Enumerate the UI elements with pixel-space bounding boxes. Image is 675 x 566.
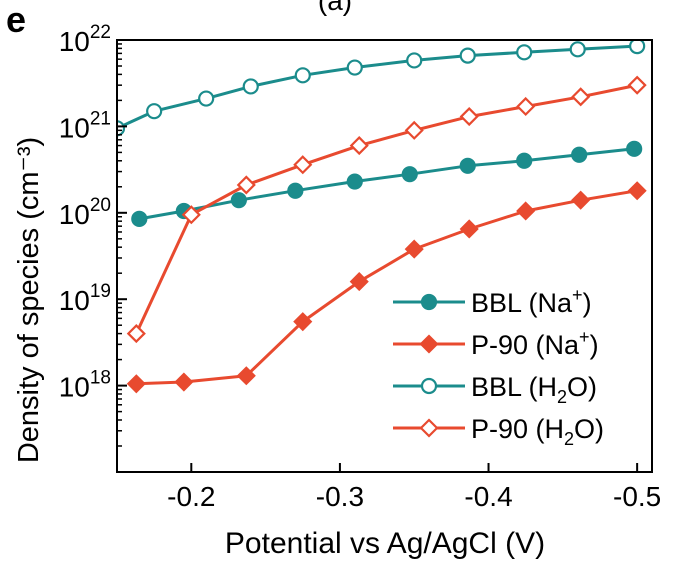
data-point-2-8	[516, 44, 533, 61]
data-point-2-9	[569, 41, 586, 58]
data-point-2-4	[294, 67, 311, 84]
y-tick-exponent-4: 22	[90, 22, 111, 43]
data-point-0-9	[626, 140, 643, 157]
data-point-0-8	[571, 146, 588, 163]
legend-entry-2: BBL (H2O)	[393, 372, 597, 407]
legend-marker-1	[419, 334, 439, 354]
y-tick-label-1: 1019	[59, 281, 111, 316]
legend: BBL (Na+) P-90 (Na+) BBL (H2O) P-90 (H2O)	[393, 285, 604, 449]
data-point-1-9	[627, 181, 647, 201]
data-point-2-6	[406, 52, 423, 69]
data-point-1-0	[126, 374, 146, 394]
series-2	[117, 40, 646, 137]
x-axis-ticks: -0.2 -0.3 -0.4 -0.5	[167, 463, 661, 512]
legend-label-2: BBL (H2O)	[471, 372, 597, 407]
y-tick-exponent-1: 19	[90, 281, 111, 302]
data-point-1-2	[236, 366, 256, 386]
data-point-3-1	[181, 205, 201, 225]
data-point-0-3	[287, 182, 304, 199]
x-tick-label-1: -0.3	[316, 481, 364, 512]
x-tick-label-0: -0.2	[167, 481, 215, 512]
data-point-3-2	[236, 175, 256, 195]
data-point-3-7	[516, 96, 536, 117]
legend-entry-3: P-90 (H2O)	[393, 414, 604, 449]
legend-marker-0	[420, 293, 438, 311]
series-line-1	[136, 189, 638, 386]
legend-label-1: P-90 (Na+)	[471, 327, 599, 360]
plot-area	[117, 40, 647, 394]
data-point-1-7	[516, 201, 536, 221]
y-tick-exponent-0: 18	[90, 368, 111, 389]
y-tick-label-2: 1020	[59, 195, 111, 230]
data-point-1-4	[349, 272, 369, 292]
data-point-3-9	[627, 75, 647, 95]
data-point-0-6	[459, 157, 476, 174]
data-point-0-7	[516, 152, 533, 169]
legend-entry-1: P-90 (Na+)	[393, 327, 599, 360]
series-1	[126, 181, 647, 394]
data-point-3-6	[459, 106, 479, 127]
legend-marker-3	[419, 418, 439, 438]
data-point-2-10	[629, 40, 646, 55]
series-3	[126, 75, 647, 344]
data-point-2-3	[242, 78, 259, 95]
data-point-1-8	[571, 190, 591, 210]
data-point-0-5	[401, 166, 418, 183]
legend-label-0: BBL (Na+)	[471, 285, 592, 318]
data-point-2-2	[198, 90, 215, 107]
y-tick-base-4: 10	[59, 26, 90, 57]
data-point-1-5	[404, 239, 424, 259]
x-tick-label-2: -0.4	[464, 481, 512, 512]
x-tick-label-3: -0.5	[613, 481, 661, 512]
x-axis-label: Potential vs Ag/AgCl (V)	[225, 527, 545, 560]
y-tick-base-1: 10	[59, 285, 90, 316]
series-line-3	[134, 83, 638, 335]
top-clipped-title: (a)	[318, 0, 352, 16]
series-line-2	[117, 44, 638, 130]
data-point-2-0	[117, 120, 126, 137]
data-point-1-3	[293, 312, 313, 332]
data-point-0-0	[131, 210, 148, 227]
data-point-1-1	[174, 372, 194, 392]
legend-marker-2	[420, 377, 438, 395]
legend-entry-0: BBL (Na+)	[393, 285, 592, 318]
data-point-3-8	[571, 87, 591, 107]
data-point-3-3	[293, 155, 313, 175]
data-point-0-4	[346, 173, 363, 190]
y-tick-label-0: 1018	[59, 368, 111, 403]
y-tick-base-2: 10	[59, 199, 90, 230]
data-point-2-7	[459, 47, 476, 64]
data-point-2-5	[346, 59, 363, 76]
data-point-2-1	[146, 103, 163, 120]
data-point-0-2	[230, 192, 247, 209]
y-tick-label-3: 1021	[59, 108, 111, 143]
series-line-0	[139, 147, 635, 221]
y-tick-base-0: 10	[59, 372, 90, 403]
axes-frame	[116, 39, 653, 473]
data-point-3-5	[404, 120, 424, 140]
data-point-3-4	[349, 136, 369, 156]
panel-label: e	[6, 0, 26, 40]
y-tick-base-3: 10	[59, 112, 90, 143]
series-0	[131, 140, 643, 227]
y-tick-exponent-3: 21	[90, 108, 111, 129]
y-tick-label-4: 1022	[59, 22, 111, 57]
y-axis-label: Density of species (cm⁻³)	[13, 137, 45, 463]
legend-label-3: P-90 (H2O)	[471, 414, 604, 449]
y-tick-exponent-2: 20	[90, 195, 111, 216]
data-point-1-6	[459, 219, 479, 239]
data-point-3-0	[126, 324, 146, 344]
